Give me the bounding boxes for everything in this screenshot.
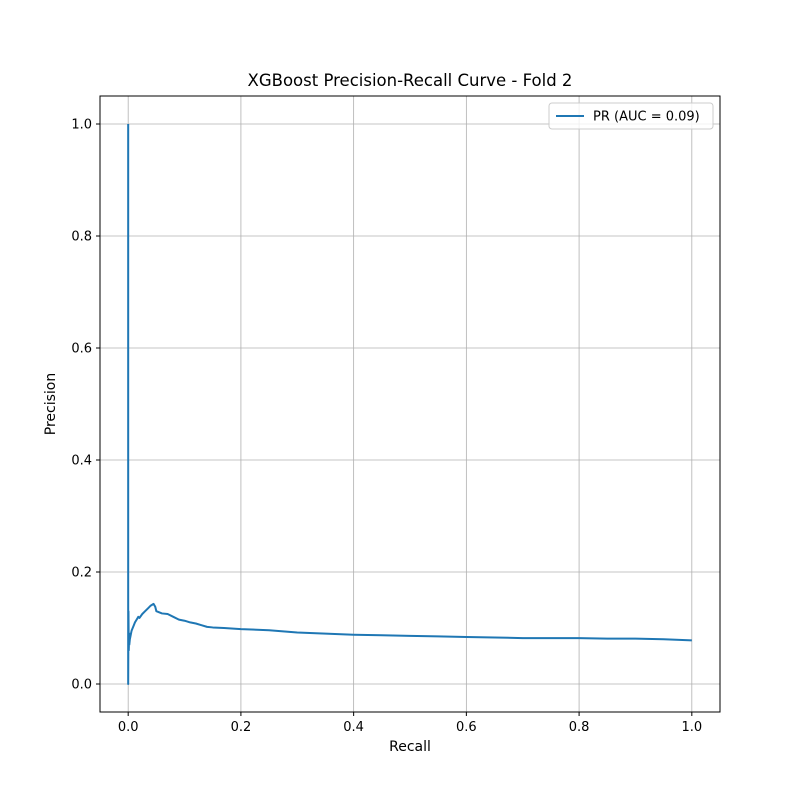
x-axis-label: Recall xyxy=(389,739,431,755)
legend-label: PR (AUC = 0.09) xyxy=(593,110,700,125)
tick-layer: 0.0 0.2 0.4 0.6 0.8 1.0 0.0 0.2 0.4 0.6 0.8 1.0 xyxy=(71,118,702,736)
grid-layer xyxy=(100,96,720,712)
pr-curve-line xyxy=(127,124,692,685)
y-tick-label: 0.6 xyxy=(71,342,92,357)
chart-title: XGBoost Precision-Recall Curve - Fold 2 xyxy=(248,71,573,90)
y-tick-label: 0.2 xyxy=(71,566,92,581)
legend: PR (AUC = 0.09) xyxy=(548,102,714,130)
y-tick-label: 1.0 xyxy=(71,118,92,133)
y-tick-label: 0.0 xyxy=(71,678,92,693)
y-tick-label: 0.8 xyxy=(71,230,92,245)
y-axis-label: Precision xyxy=(43,373,59,435)
x-tick-label: 0.8 xyxy=(569,720,590,735)
y-tick-label: 0.4 xyxy=(71,454,92,469)
x-tick-label: 0.0 xyxy=(118,720,139,735)
x-tick-label: 0.2 xyxy=(231,720,252,735)
plot-frame xyxy=(99,95,721,713)
x-tick-label: 0.4 xyxy=(343,720,364,735)
series-layer xyxy=(127,124,692,685)
x-tick-label: 1.0 xyxy=(681,720,702,735)
legend-box xyxy=(548,102,714,130)
x-tick-label: 0.6 xyxy=(456,720,477,735)
